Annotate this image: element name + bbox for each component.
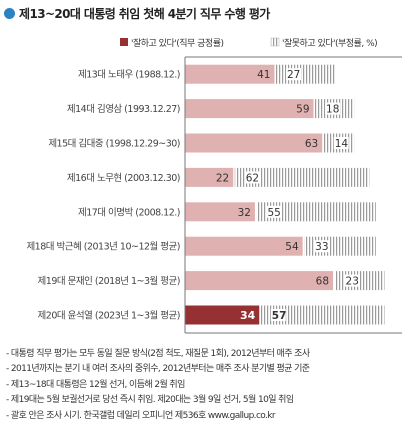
footnote-5: - 괄호 안은 조사 시기. 한국갤럽 데일리 오피니언 제536호 www.g… <box>6 410 276 421</box>
title-bullet-icon <box>4 7 15 19</box>
value-label-negative: 23 <box>346 276 359 288</box>
footnote-3: - 제13~18대 대통령은 12월 선거, 이듬해 2월 취임 <box>6 379 185 390</box>
bar-negative <box>275 64 335 84</box>
value-label-positive: 34 <box>240 309 256 322</box>
value-label-negative: 18 <box>326 104 339 116</box>
bar-negative <box>256 202 376 222</box>
footnotes: - 대통령 직무 평가는 모두 동일 질문 방식(2점 척도, 재질문 1회),… <box>6 347 408 424</box>
legend-label-negative: '잘못하고 있다'(부정률, %) <box>282 37 377 49</box>
category-label: 제17대 이명박 (2008.12.) <box>78 207 180 218</box>
value-label-negative: 33 <box>315 241 328 253</box>
value-label-backdrop <box>333 137 349 149</box>
value-label-positive: 22 <box>216 172 229 184</box>
plot-area: 제13대 노태우 (1988.12.) 41 27 제14대 김영삼 (1993.12… <box>26 56 402 334</box>
footnote-1: - 대통령 직무 평가는 모두 동일 질문 방식(2점 척도, 재질문 1회),… <box>6 349 310 359</box>
value-label-backdrop <box>285 68 301 81</box>
value-label-positive: 54 <box>285 241 299 253</box>
legend-swatch-positive <box>120 38 128 46</box>
value-label-positive: 68 <box>316 276 329 288</box>
category-label: 제15대 김대중 (1998.12.29~30) <box>48 138 180 150</box>
category-label: 제20대 윤석열 (2023년 1~3월 평균) <box>38 310 180 322</box>
legend-label-positive: '잘하고 있다'(직무 긍정률) <box>131 37 224 49</box>
value-label-backdrop <box>314 240 330 253</box>
bar-positive <box>185 236 303 256</box>
value-label-backdrop <box>325 102 341 115</box>
category-label: 제14대 김영삼 (1993.12.27) <box>67 103 180 115</box>
value-label-positive: 59 <box>296 104 309 116</box>
category-label: 제19대 문재인 (2018년 1~3월 평균) <box>38 275 180 287</box>
legend-swatch-negative <box>270 37 280 47</box>
category-label: 제16대 노무현 (2003.12.30) <box>67 173 180 184</box>
value-label-backdrop <box>244 171 260 184</box>
value-label-negative: 14 <box>335 138 349 150</box>
footnote-4: - 제19대는 5월 보궐선거로 당선 즉시 취임. 제20대는 3월 9일 선… <box>6 395 294 406</box>
value-label-backdrop <box>266 205 282 218</box>
value-label-negative: 57 <box>272 310 287 322</box>
value-label-positive: 32 <box>238 207 251 219</box>
bar-negative <box>234 167 370 187</box>
bar-positive <box>185 202 255 222</box>
bar-positive <box>185 99 314 119</box>
footnote-2: - 2011년까지는 분기 내 여러 조사의 중위수, 2012년부터는 매주 … <box>6 364 310 375</box>
bar-positive <box>185 133 323 153</box>
value-label-negative: 27 <box>287 69 300 81</box>
bar-positive <box>185 305 260 325</box>
value-label-positive: 41 <box>257 69 270 81</box>
chart-title-row: 제13~20대 대통령 취임 첫해 4분기 직무 수행 평가 <box>4 3 270 23</box>
value-label-positive: 63 <box>305 138 318 150</box>
bar-negative <box>260 305 385 325</box>
bar-positive <box>185 271 334 291</box>
legend: '잘하고 있다'(직무 긍정률) '잘못하고 있다'(부정률, %) <box>120 37 378 49</box>
category-label: 제18대 박근혜 (2013년 10~12월 평균) <box>26 241 180 253</box>
value-label-negative: 55 <box>267 207 280 219</box>
category-label: 제13대 노태우 (1988.12.) <box>78 70 180 81</box>
bar-positive <box>185 167 234 187</box>
value-label-negative: 62 <box>246 172 259 184</box>
chart-title: 제13~20대 대통령 취임 첫해 4분기 직무 수행 평가 <box>19 6 270 21</box>
bar-chart: '잘하고 있다'(직무 긍정률) '잘못하고 있다'(부정률, %) 제13대 노… <box>26 37 402 334</box>
value-label-backdrop <box>344 274 360 287</box>
value-label-backdrop <box>270 309 286 321</box>
bar-positive <box>185 64 275 84</box>
